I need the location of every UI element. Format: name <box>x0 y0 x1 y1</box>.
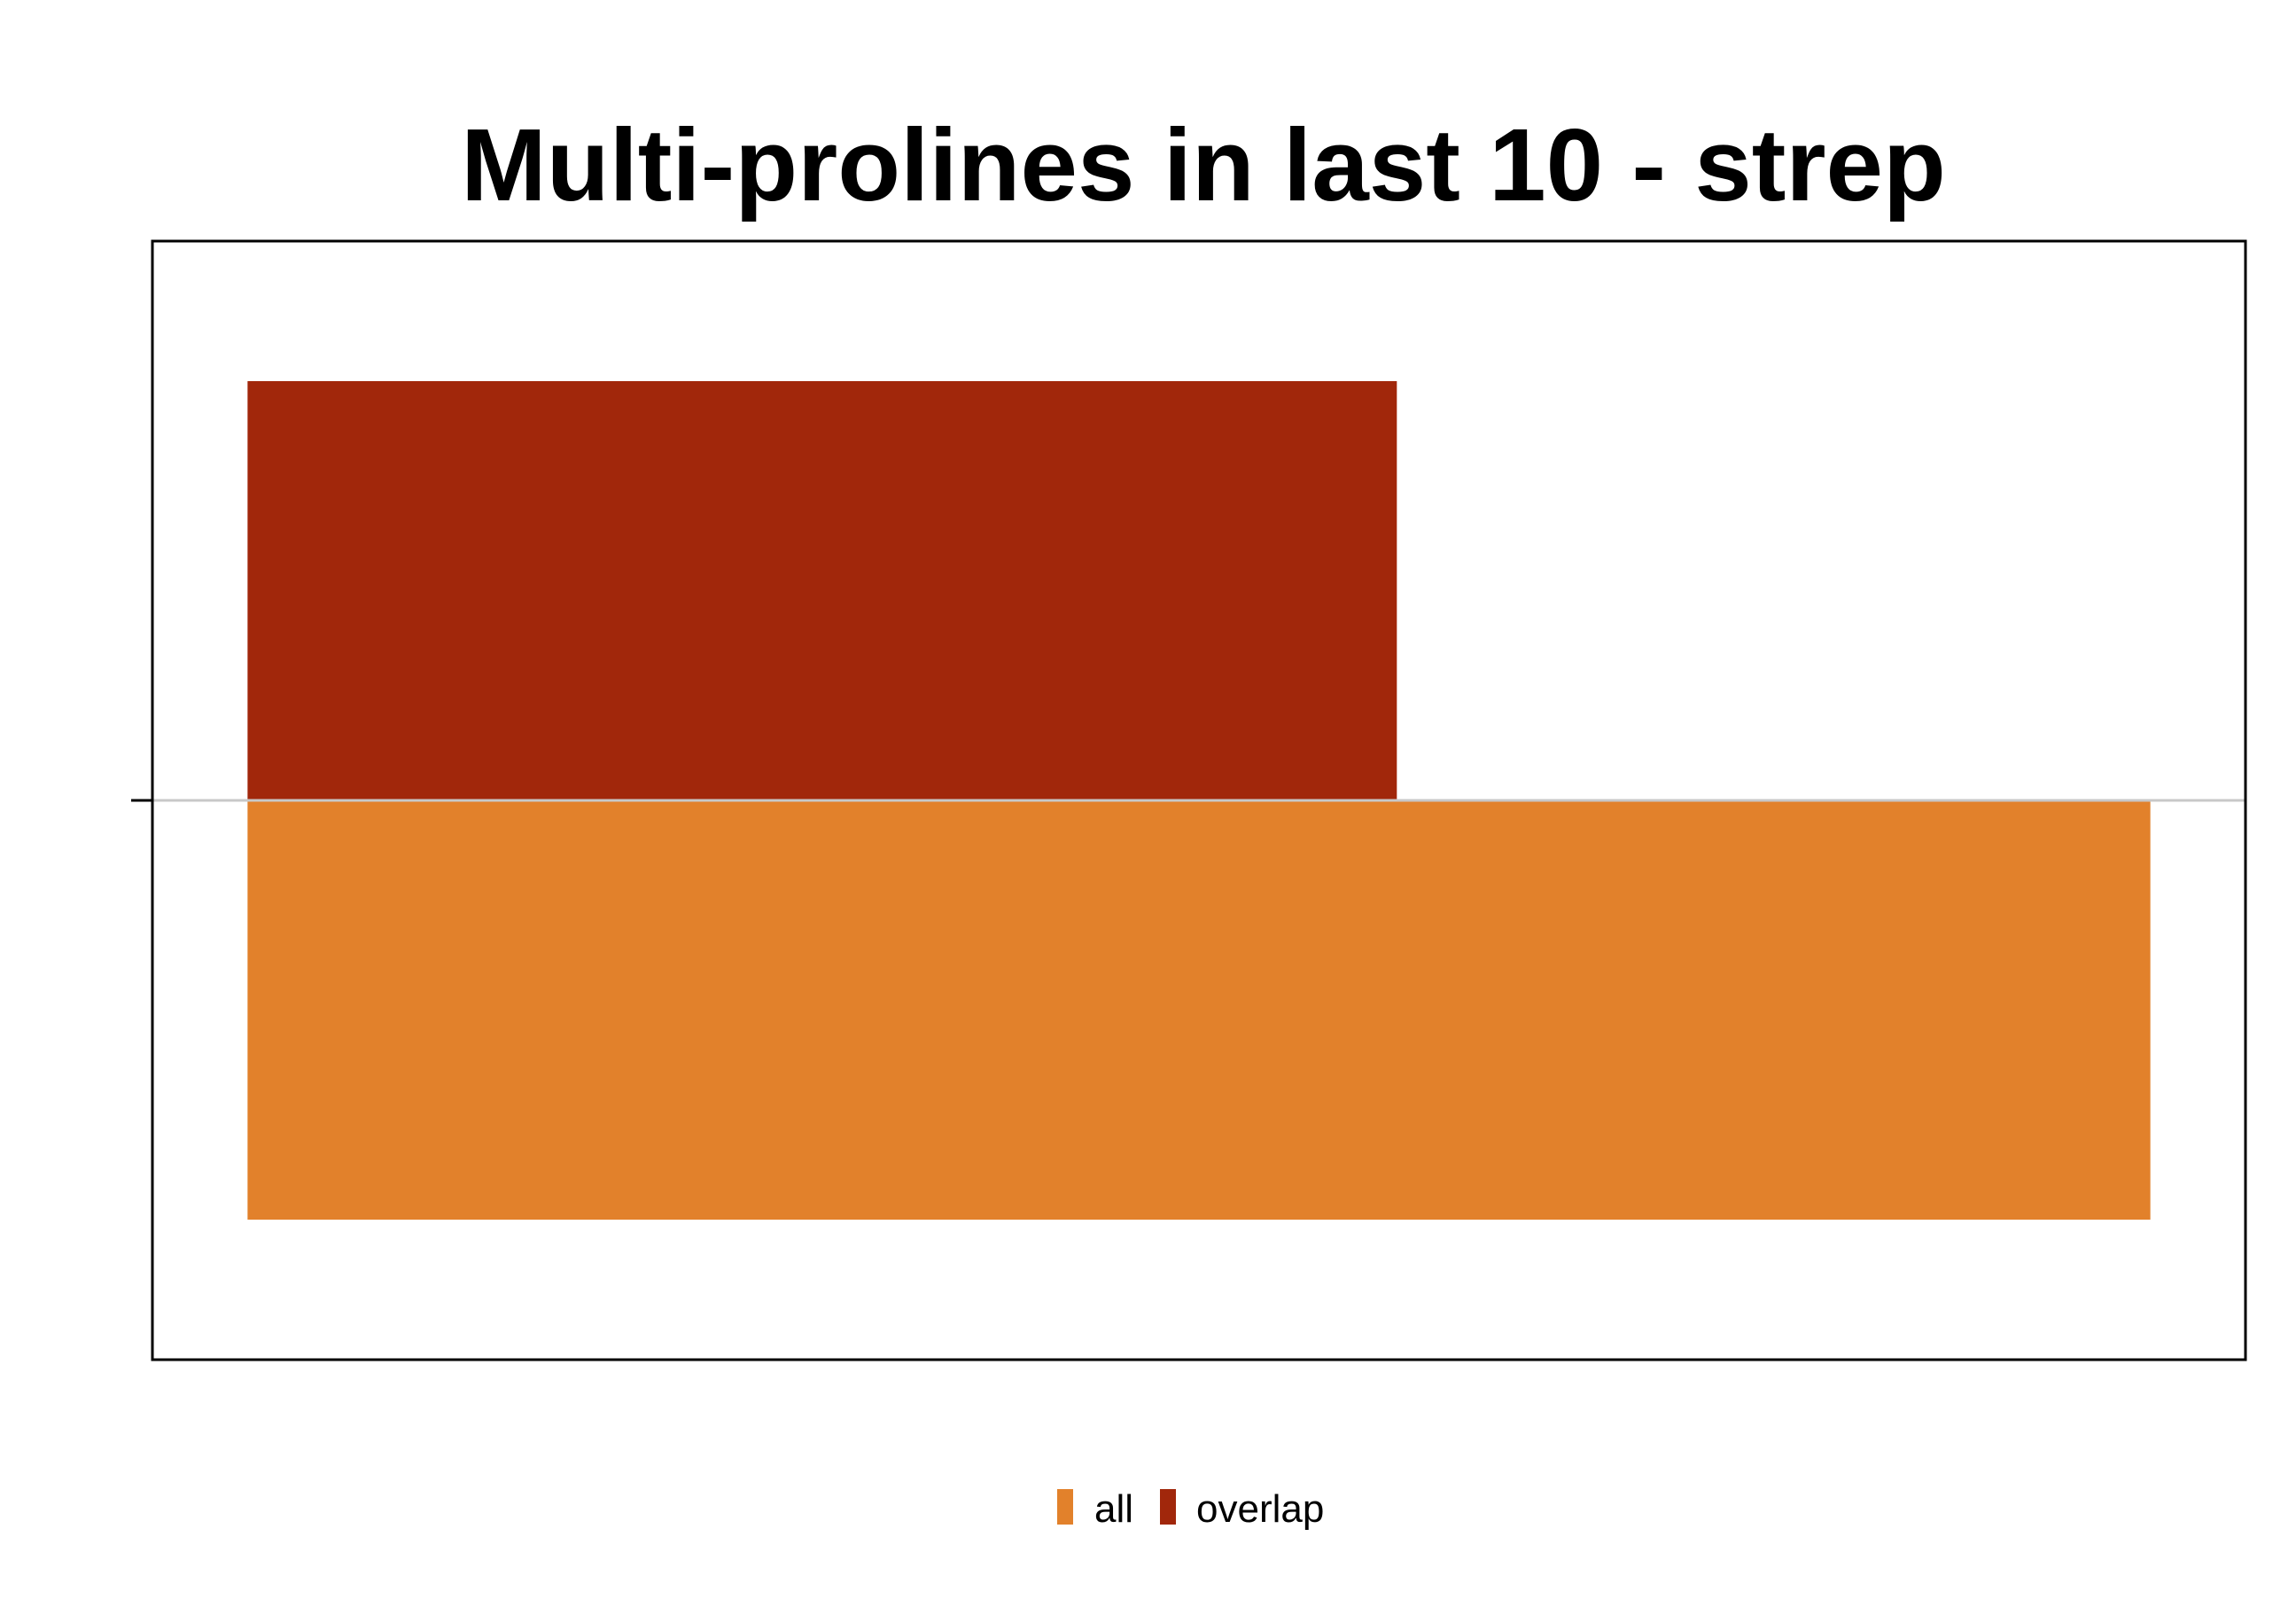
legend-label-all: all <box>1094 1487 1133 1531</box>
legend-label-overlap: overlap <box>1196 1487 1324 1531</box>
legend-swatch-all <box>1057 1489 1073 1525</box>
legend-swatch-overlap <box>1160 1489 1176 1525</box>
chart-title: Multi-prolines in last 10 - strep <box>461 107 1946 222</box>
bar-overlap <box>247 381 1397 800</box>
legend: all overlap <box>1057 1487 1324 1531</box>
bar-all <box>247 800 2151 1220</box>
bars-layer <box>247 381 2151 1220</box>
